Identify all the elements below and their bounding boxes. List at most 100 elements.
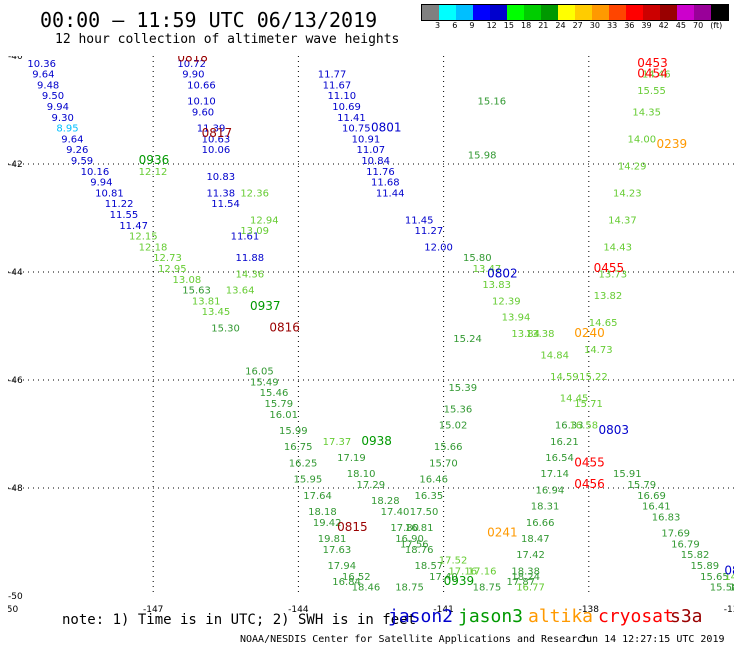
legend-swatch	[490, 5, 507, 20]
swh-label-jason2: 9.64	[61, 134, 83, 145]
legend-tick-label: (ft)	[710, 21, 723, 30]
swh-label-jason3: 15.79	[628, 480, 657, 491]
legend-swatch	[456, 5, 473, 20]
swh-label-jason3: 15.82	[681, 550, 710, 561]
swh-label-jason3: 12.12	[139, 167, 168, 178]
swh-label-altika: 14.43	[603, 242, 632, 253]
swh-label-jason3: 15.36	[444, 404, 473, 415]
swh-label-jason2: 11.55	[110, 210, 139, 221]
swh-label-jason3: 12.18	[139, 242, 168, 253]
swh-label-jason3: 13.09	[240, 226, 269, 237]
swh-label-jason3: 12.15	[129, 232, 158, 243]
swh-label-jason2: 10.84	[361, 156, 390, 167]
swh-label-jason3: 16.84	[332, 577, 361, 588]
swh-label-cryosat: 13.84	[511, 329, 540, 340]
swh-label-jason3: 17.37	[323, 437, 352, 448]
swh-label-jason3: 15.70	[429, 458, 458, 469]
swh-label-jason3: 17.87	[507, 577, 536, 588]
swh-label-jason3: 17.69	[661, 529, 690, 540]
legend-tick-label: 39	[641, 21, 652, 30]
swh-label-jason3: 18.10	[347, 469, 376, 480]
legend-tick-label: 12	[486, 21, 497, 30]
swh-label-altika: 14.23	[613, 188, 642, 199]
swh-label-jason2: 11.47	[119, 221, 148, 232]
swh-label-s3a: 16.77	[516, 583, 545, 594]
time-label: 0818	[177, 56, 208, 64]
swh-label-jason2: 10.10	[187, 97, 216, 108]
swh-label-jason3: 15.66	[434, 442, 463, 453]
swh-label-altika: 14.85	[647, 56, 676, 59]
swh-label-altika: 16.58	[569, 421, 598, 432]
swh-label-altika: 14.00	[628, 134, 657, 145]
swh-label-altika: 13.73	[598, 269, 627, 280]
swh-label-jason3: 13.81	[192, 296, 221, 307]
swh-label-jason2: 10.91	[352, 134, 381, 145]
y-tick-label: -48	[8, 484, 23, 494]
legend-swatch	[609, 5, 626, 20]
swh-label-jason3: 17.56	[400, 539, 429, 550]
legend-swatch	[660, 5, 677, 20]
swh-label-jason3: 15.65	[700, 572, 729, 583]
swh-label-jason3: 19.81	[318, 534, 347, 545]
swh-points: 9.7610.369.649.489.509.949.308.959.649.2…	[23, 56, 734, 594]
swh-label-altika: 15.22	[579, 372, 608, 383]
legend-swatch	[711, 5, 728, 20]
swh-label-jason2: 9.64	[32, 70, 54, 81]
legend-tick-label: 24	[555, 21, 566, 30]
footer-credit: NOAA/NESDIS Center for Satellite Applica…	[240, 634, 590, 645]
chart-note: note: 1) Time is in UTC; 2) SWH is in fe…	[62, 612, 417, 628]
swh-label-jason2: 9.90	[182, 70, 204, 81]
swh-label-jason2: 9.26	[66, 145, 88, 156]
swh-label-jason3: 12.73	[153, 253, 182, 264]
swh-label-jason3: 13.08	[173, 275, 202, 286]
swh-label-jason3: 16.46	[419, 475, 448, 486]
y-tick-label: -40	[8, 56, 23, 62]
swh-label-jason2: 11.88	[235, 253, 264, 264]
legend-swatch	[473, 5, 490, 20]
swh-label-jason3: 15.89	[690, 561, 719, 572]
time-labels: 0935 0936 0937 0938 0939 0818 0817 0816 0815 0800…	[61, 56, 734, 588]
swh-label-jason2: 10.66	[187, 80, 216, 91]
time-label: 0935	[61, 56, 92, 59]
swh-label-jason3: 16.54	[545, 453, 574, 464]
swh-label-cryosat: 14.59	[550, 372, 579, 383]
swh-label-jason3: 15.58	[710, 583, 734, 594]
swh-label-jason2: 10.63	[202, 134, 231, 145]
page-subtitle: 12 hour collection of altimeter wave hei…	[55, 32, 400, 47]
swh-label-jason3: 18.31	[531, 502, 560, 513]
swh-label-jason2: 11.77	[318, 70, 347, 81]
satellite-jason3: jason3	[458, 606, 524, 627]
x-tick-label: -135	[724, 605, 734, 612]
swh-label-altika: 15.71	[574, 399, 603, 410]
swh-label-altika: 14.29	[618, 161, 647, 172]
swh-label-jason3: 17.19	[337, 453, 366, 464]
y-tick-label: -50	[8, 592, 23, 602]
legend-tick-label: 30	[589, 21, 600, 30]
swh-label-jason2: 10.81	[95, 188, 124, 199]
x-tick-label: -147	[143, 605, 163, 612]
legend-tick-label: 15	[503, 21, 514, 30]
swh-label-jason3: 15.49	[250, 377, 279, 388]
swh-label-jason2: 12.00	[424, 242, 453, 253]
swh-label-jason2: 9.30	[52, 113, 74, 124]
swh-label-altika: 14.73	[584, 345, 613, 356]
color-legend	[421, 4, 729, 21]
time-label: 0937	[250, 299, 281, 313]
y-tick-label: -44	[8, 268, 23, 278]
swh-label-jason2: 9.60	[192, 107, 214, 118]
legend-tick-label: 70	[693, 21, 704, 30]
swh-label-jason2: 10.01	[173, 56, 202, 59]
swh-label-cryosat: 13.94	[502, 313, 531, 324]
swh-label-jason3: 18.76	[405, 545, 434, 556]
swh-label-jason3: 16.21	[550, 437, 579, 448]
swh-label-jason3: 15.99	[279, 426, 308, 437]
swh-label-jason3: 18.28	[371, 496, 400, 507]
satellite-s3a: s3a	[670, 606, 703, 627]
time-label: 0456	[574, 477, 605, 491]
time-label: 0939	[444, 574, 475, 588]
swh-label-jason3: 16.35	[415, 491, 444, 502]
legend-tick-label: 45	[675, 21, 686, 30]
legend-tick-label: 36	[624, 21, 635, 30]
x-tick-label: -150	[8, 605, 18, 612]
legend-swatch	[524, 5, 541, 20]
